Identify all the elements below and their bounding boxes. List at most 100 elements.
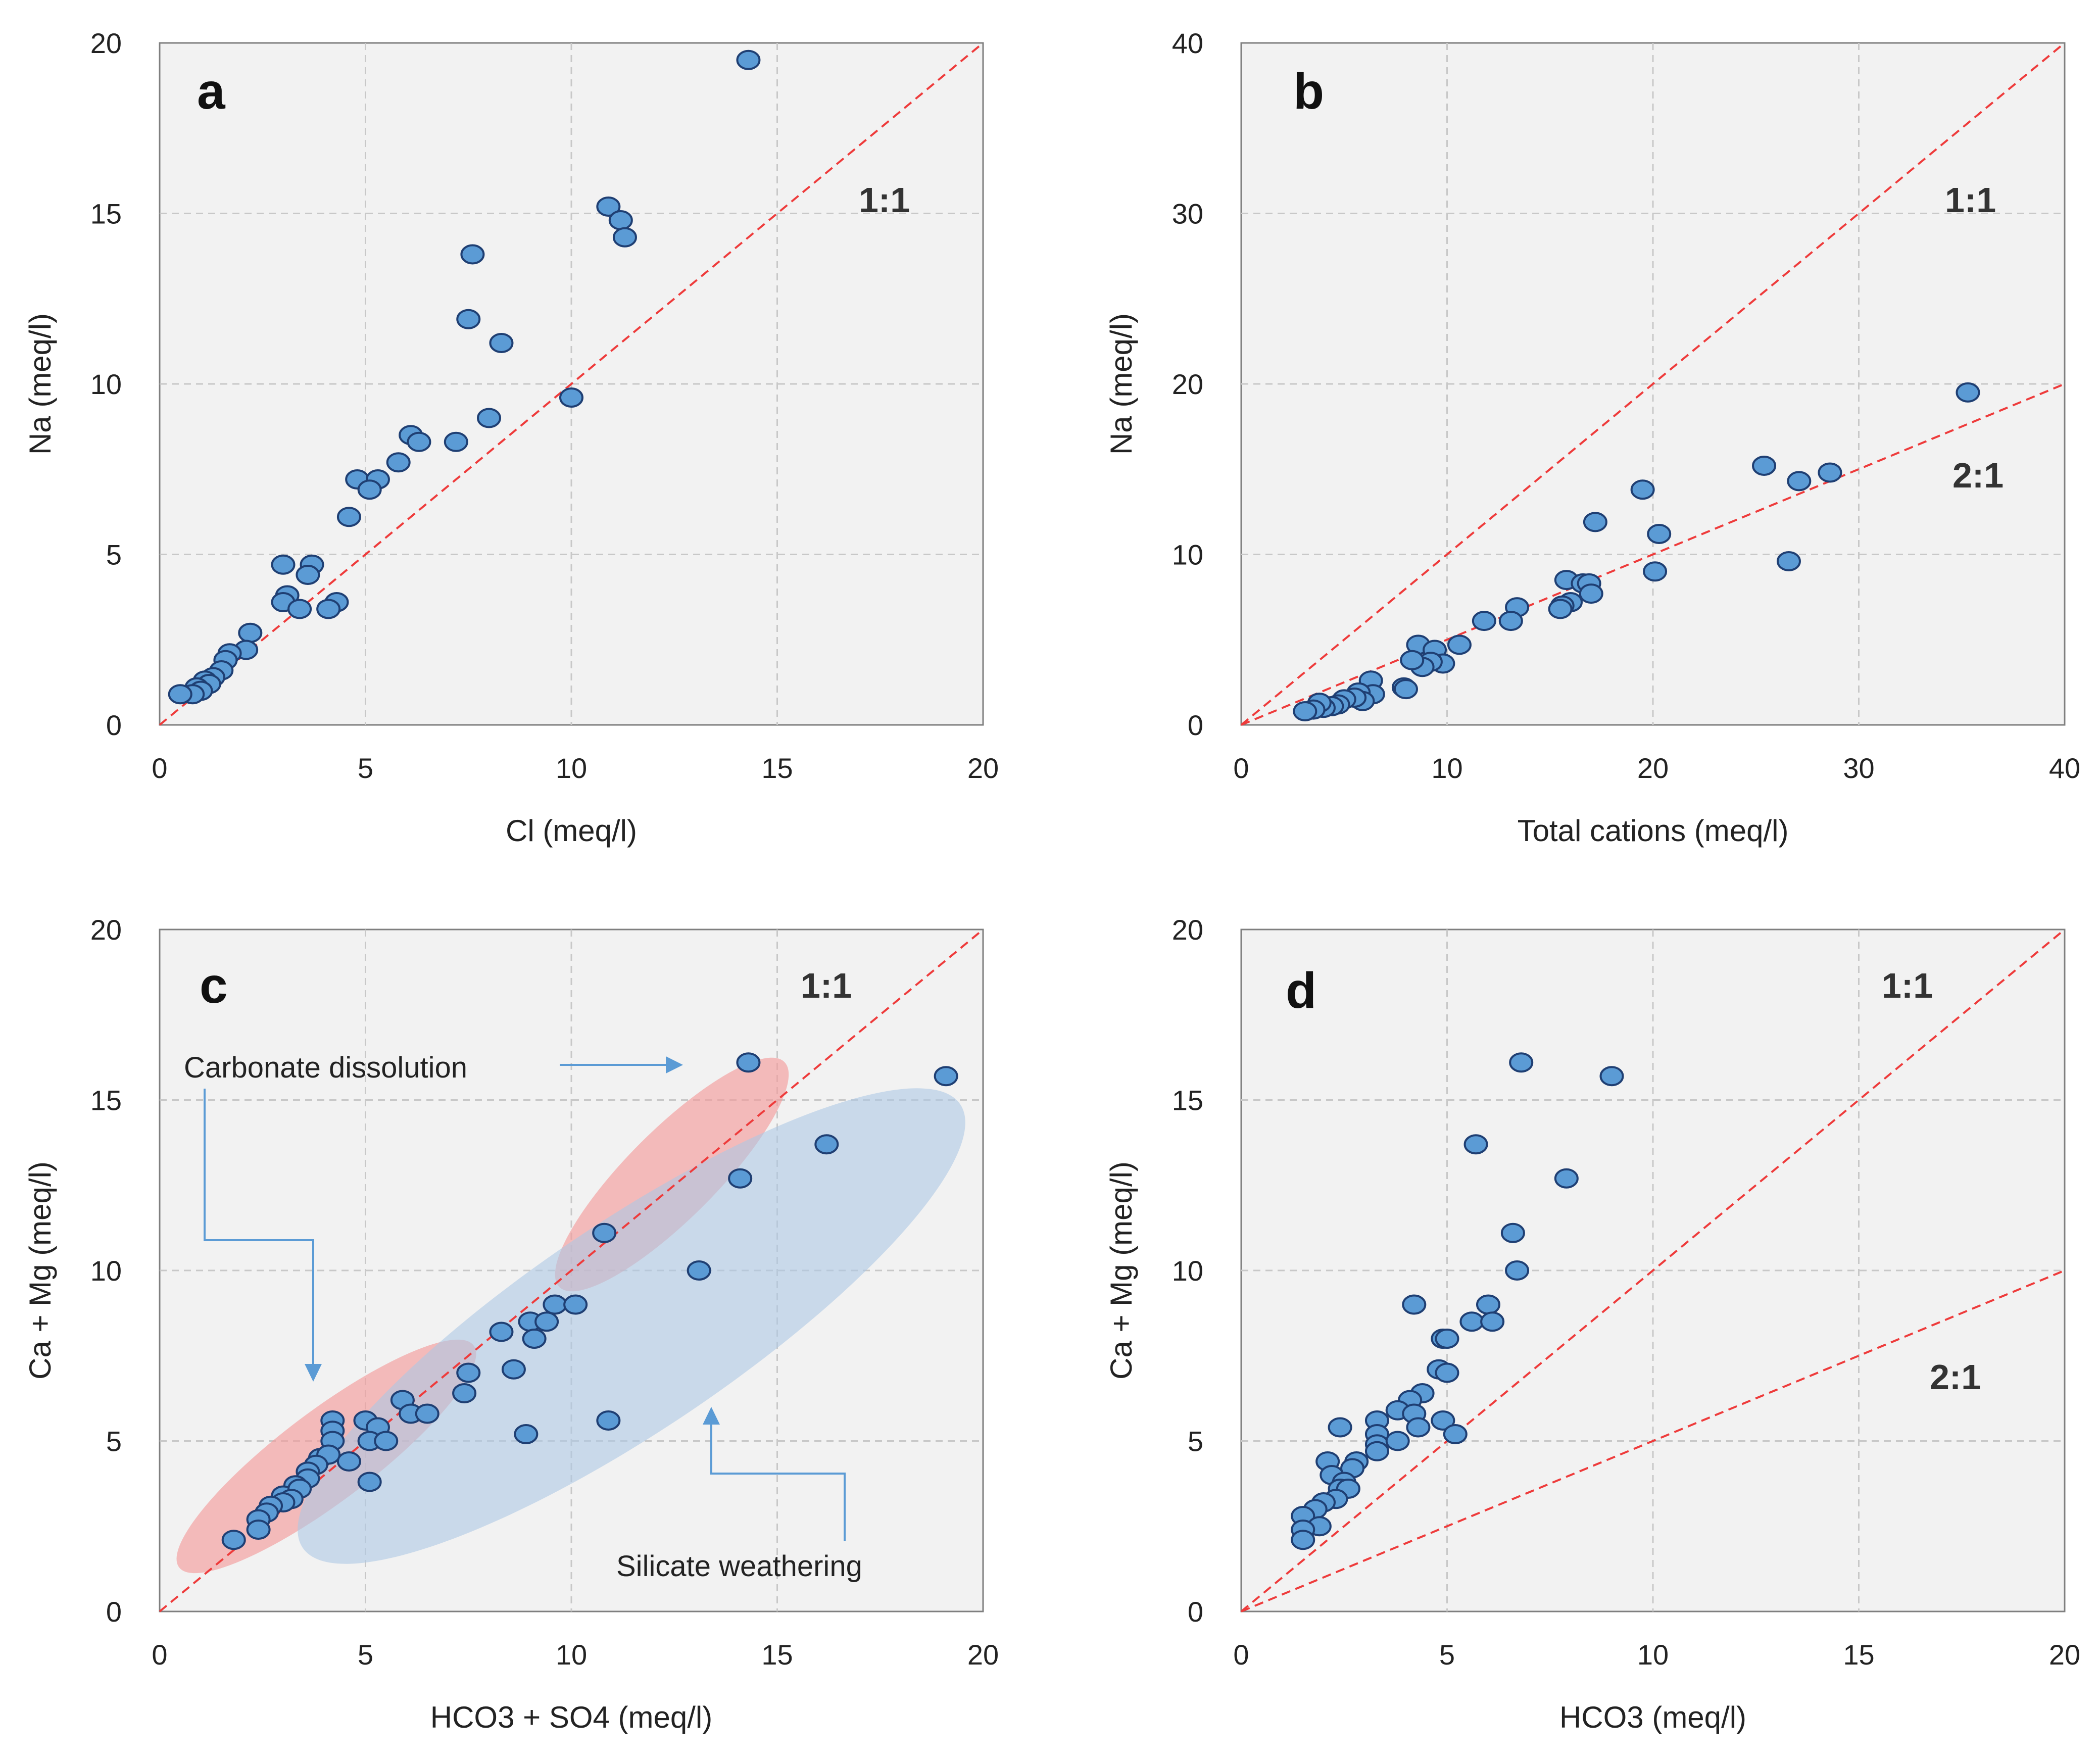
panel-b-reference-line-2-1 <box>1241 383 2065 726</box>
panel-c-data-point <box>736 1052 761 1073</box>
panel-b-x-tick-label: 0 <box>1233 752 1249 784</box>
panel-a-ratio-label-1-1: 1:1 <box>859 180 910 220</box>
silicate-weathering-region <box>298 1088 965 1564</box>
panel-c-y-tick-label: 10 <box>90 1255 122 1287</box>
panel-d-x-tick-label: 20 <box>2049 1639 2080 1671</box>
panel-d-data-point <box>1480 1311 1505 1332</box>
panel-c-data-point <box>543 1294 567 1315</box>
panel-c-data-point <box>687 1260 711 1281</box>
silicate-weathering-label: Silicate weathering <box>616 1550 862 1583</box>
panel-a-data-point <box>596 197 621 217</box>
panel-d-y-tick-label: 10 <box>1172 1255 1203 1287</box>
panel-b-data-point <box>1579 583 1603 604</box>
panel-c-ratio-label-1-1: 1:1 <box>801 966 852 1005</box>
panel-a-y-tick-label: 15 <box>90 198 122 230</box>
panel-b-y-tick-label: 40 <box>1172 27 1203 59</box>
panel-d-label: d <box>1286 962 1316 1019</box>
panel-c-y-tick-label: 5 <box>106 1426 122 1457</box>
panel-b-data-point <box>1447 634 1472 655</box>
panel-d-data-point <box>1509 1052 1534 1073</box>
panel-c-y-axis-title: Ca + Mg (meq/l) <box>23 1161 57 1380</box>
panel-b-data-point <box>1752 456 1777 476</box>
panel-b-data-point <box>1394 679 1418 700</box>
panel-a-data-point <box>336 507 361 527</box>
panel-c-data-point <box>456 1362 481 1383</box>
panel-d-x-axis-title: HCO3 (meq/l) <box>1559 1700 1746 1734</box>
panel-d-y-tick-label: 15 <box>1172 1085 1203 1116</box>
panel-d-x-tick-label: 10 <box>1637 1639 1669 1671</box>
panel-a-data-point <box>168 684 192 705</box>
panel-d-data-point <box>1463 1134 1488 1155</box>
panel-a-x-tick-label: 15 <box>761 752 793 784</box>
panel-c-data-point <box>534 1311 559 1332</box>
panel-d-data-point <box>1554 1168 1579 1189</box>
panel-b-x-tick-label: 20 <box>1637 752 1669 784</box>
panel-b-data-point <box>1647 524 1672 544</box>
panel-d-data-point <box>1291 1530 1315 1550</box>
panel-a-data-point <box>271 554 296 575</box>
panel-d-reference-line-2-1 <box>1241 1269 2065 1612</box>
panel-c-data-point <box>522 1329 547 1349</box>
panel-d-data-point <box>1505 1260 1530 1281</box>
silicate-arrow-up <box>703 1407 846 1541</box>
panel-d-data-point <box>1328 1417 1352 1438</box>
panel-c-data-point <box>501 1359 526 1380</box>
panel-c-data-point <box>452 1383 477 1403</box>
panel-b-y-tick-label: 30 <box>1172 198 1203 230</box>
panel-d-x-tick-label: 0 <box>1233 1639 1249 1671</box>
panel-b-data-point <box>1776 551 1801 571</box>
panel-b-data-point <box>1472 611 1496 631</box>
panel-d-data-point <box>1364 1441 1389 1461</box>
panel-a-data-point <box>287 599 312 619</box>
panel-d-x-tick-label: 15 <box>1843 1639 1874 1671</box>
panel-c-data-point <box>489 1322 514 1342</box>
panel-c-data-point <box>336 1451 361 1472</box>
panel-d-y-axis-title: Ca + Mg (meq/l) <box>1104 1161 1138 1380</box>
panel-d-data-point <box>1459 1311 1484 1332</box>
panel-c-y-tick-label: 20 <box>90 914 122 946</box>
panel-b-y-tick-label: 0 <box>1188 709 1203 741</box>
panel-c-data-point <box>934 1066 958 1087</box>
panel-b: 0 10 20 30 40 0 10 20 30 40 b 1:1 2:1 Total catio… <box>1104 27 2080 848</box>
panel-b-y-tick-label: 20 <box>1172 368 1203 400</box>
panel-b-x-axis-title: Total cations (meq/l) <box>1518 814 1789 848</box>
panel-c-x-tick-label: 20 <box>967 1639 999 1671</box>
panel-d-data-point <box>1599 1066 1624 1087</box>
panel-d-data-point <box>1443 1424 1468 1444</box>
panel-a-x-axis-title: Cl (meq/l) <box>506 814 637 848</box>
panel-d-y-tick-label: 0 <box>1188 1596 1203 1628</box>
panel-b-data-point <box>1643 561 1668 582</box>
panel-c-x-tick-label: 0 <box>152 1639 167 1671</box>
panel-a-x-tick-label: 5 <box>358 752 373 784</box>
panel-b-data-point <box>1818 462 1842 483</box>
panel-c-label: c <box>200 957 228 1014</box>
panel-b-data-point <box>1400 650 1425 670</box>
panel-b-ratio-label-1-1: 1:1 <box>1945 180 1996 220</box>
panel-d-reference-line-1-1 <box>1240 928 2066 1612</box>
panel-d-data-point <box>1435 1329 1459 1349</box>
panel-c-data-point <box>246 1520 271 1540</box>
panel-b-label: b <box>1293 63 1324 120</box>
panel-b-y-tick-label: 10 <box>1172 539 1203 571</box>
panel-b-data-point <box>1956 382 1980 403</box>
panel-a-data-point <box>559 387 583 408</box>
carbonate-arrow-down <box>204 1089 322 1382</box>
panel-c-data-point <box>814 1134 839 1155</box>
panel-b-data-point <box>1630 479 1655 500</box>
panel-b-data-point <box>1583 512 1607 532</box>
panel-a-data-point <box>477 408 501 428</box>
panel-c-data-point <box>592 1222 617 1243</box>
panel-c-x-tick-label: 5 <box>358 1639 373 1671</box>
panel-c-x-tick-label: 10 <box>556 1639 587 1671</box>
panel-c-data-point <box>596 1410 621 1431</box>
panel-d-data-point <box>1500 1222 1525 1243</box>
panel-c-x-axis-title: HCO3 + SO4 (meq/l) <box>430 1700 713 1734</box>
panel-c-y-tick-label: 0 <box>106 1596 122 1628</box>
panel-d-data-point <box>1476 1294 1500 1315</box>
panel-d-data-point <box>1406 1417 1431 1438</box>
panel-a-x-tick-label: 10 <box>556 752 587 784</box>
panel-a-data-point <box>489 333 514 353</box>
panel-c-y-tick-label: 15 <box>90 1085 122 1116</box>
